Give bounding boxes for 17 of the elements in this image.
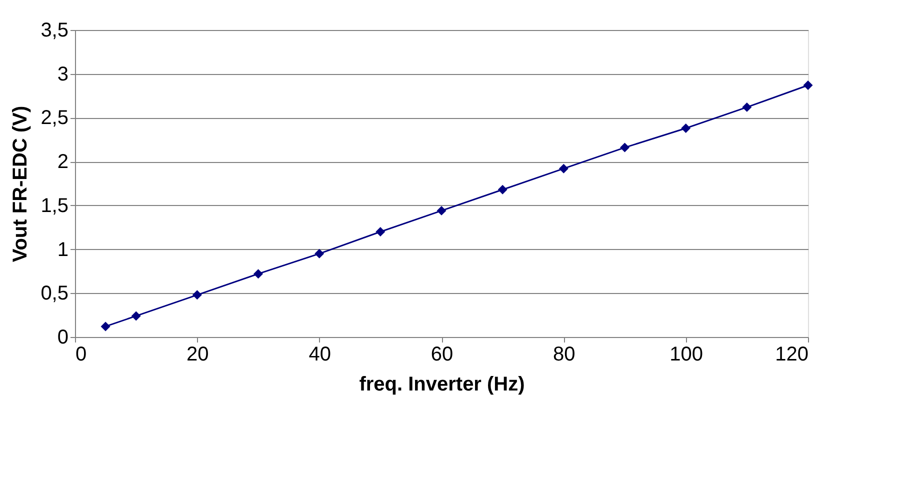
y-tick-label: 3	[57, 63, 68, 86]
x-axis-title: freq. Inverter (Hz)	[359, 374, 525, 396]
y-tick-label: 1	[57, 238, 68, 261]
x-tick-label: 120	[775, 344, 808, 366]
x-tick-label: 40	[308, 344, 331, 366]
y-tick-label: 0,5	[40, 282, 68, 305]
y-tick-label: 3,5	[40, 20, 68, 42]
x-tick-label: 0	[76, 344, 87, 366]
x-tick-label: 80	[553, 344, 576, 366]
x-tick-label: 100	[670, 344, 704, 366]
y-tick-label: 1,5	[40, 194, 68, 217]
y-axis-title: Vout FR-EDC (V)	[10, 106, 32, 262]
y-tick-label: 2	[57, 151, 68, 174]
y-tick-label: 0	[57, 326, 68, 348]
x-tick-label: 60	[430, 344, 454, 366]
x-tick-label: 20	[186, 344, 209, 366]
y-tick-label: 2,5	[40, 107, 68, 130]
